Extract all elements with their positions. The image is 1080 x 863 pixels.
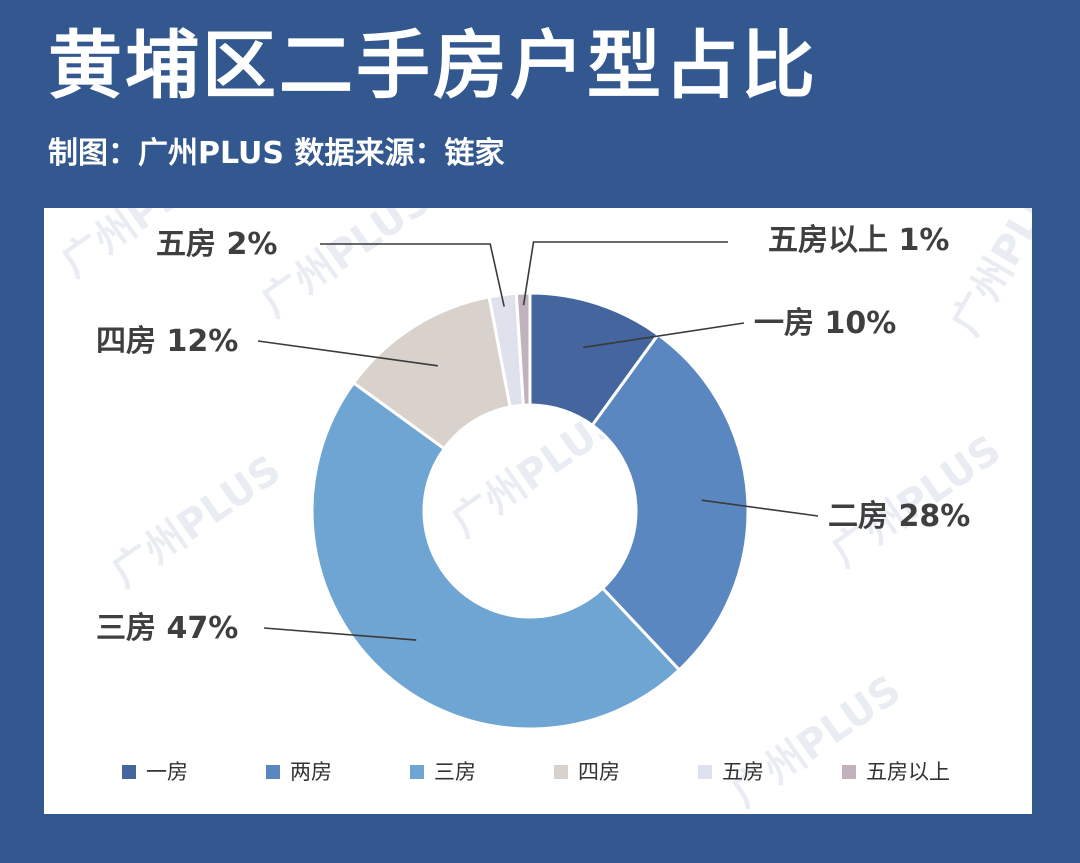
data-label: 五房以上 1% (768, 223, 949, 258)
leader-line (701, 499, 819, 517)
leader-line (522, 241, 728, 306)
watermark-text: 广州PLUS (943, 208, 1032, 343)
data-label: 五房 2% (156, 227, 277, 262)
legend-label: 三房 (434, 760, 476, 784)
legend-swatch (266, 765, 280, 779)
legend-swatch (698, 765, 712, 779)
donut-slice-6 (514, 291, 532, 407)
legend-swatch (554, 765, 568, 779)
watermark-text: 广州PLUS (253, 208, 439, 326)
legend-swatch (122, 765, 136, 779)
leader-line (320, 243, 505, 307)
legend-swatch (842, 765, 856, 779)
page-title: 黄埔区二手房户型占比 (48, 23, 818, 109)
data-label: 一房 10% (754, 306, 896, 341)
leader-line (583, 322, 745, 349)
legend-swatch (410, 765, 424, 779)
leader-line (257, 340, 438, 367)
legend-label: 五房 (722, 760, 764, 784)
donut-slice-3 (310, 380, 682, 731)
donut-slice-2 (590, 332, 750, 673)
legend-label: 两房 (290, 760, 332, 784)
leader-line (263, 627, 417, 641)
legend-label: 五房以上 (866, 760, 950, 784)
legend-label: 四房 (578, 760, 620, 784)
watermark-text: 广州PLUS (103, 447, 289, 596)
data-label: 二房 28% (828, 499, 970, 534)
watermark-text: 广州PLUS (723, 667, 909, 814)
data-label: 三房 47% (96, 611, 238, 646)
page-subtitle: 制图：广州PLUS 数据来源：链家 (48, 136, 505, 171)
legend-label: 一房 (146, 760, 188, 784)
chart-card: 广州PLUS 广州PLUS 广州PLUS 广州PLUS 广州PLUS 广州PLUS 广州PL… (44, 208, 1032, 814)
data-label: 四房 12% (96, 324, 238, 359)
